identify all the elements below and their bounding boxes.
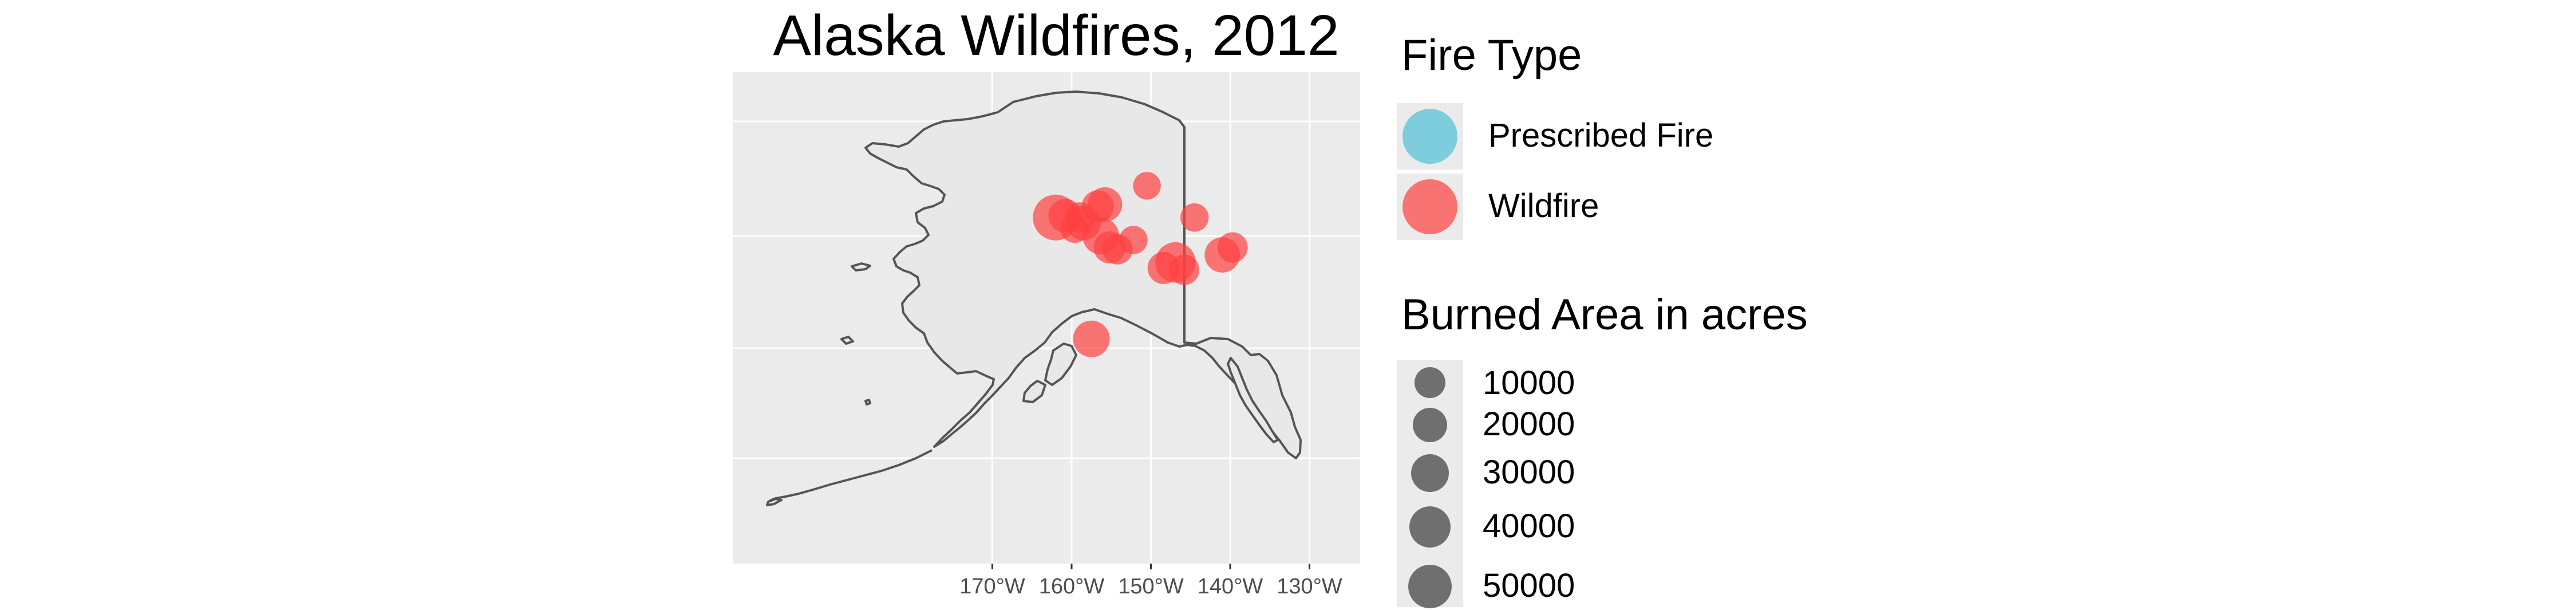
legend-label-wildfire: Wildfire <box>1488 187 1599 225</box>
x-axis: 170°W 160°W 150°W 140°W 130°W <box>959 564 1342 599</box>
fire-type-legend-title: Fire Type <box>1401 31 1582 80</box>
fire-point <box>1169 254 1200 285</box>
x-tick-label: 170°W <box>959 574 1025 599</box>
fire-point <box>1180 203 1209 232</box>
legend-label-area-20000: 20000 <box>1483 406 1575 443</box>
legend-label-area-10000: 10000 <box>1483 364 1575 402</box>
burned-area-legend-title: Burned Area in acres <box>1401 290 1808 339</box>
x-tick-label: 150°W <box>1118 574 1184 599</box>
aleutian-islands <box>769 449 933 502</box>
alaska-outline <box>766 90 1302 506</box>
alaska-mainland <box>864 90 1302 459</box>
kenai-peninsula <box>1044 343 1077 386</box>
legend-key-area <box>1411 454 1449 492</box>
legend-key-wildfire <box>1402 179 1457 234</box>
legend-label-area-40000: 40000 <box>1483 507 1575 545</box>
kodiak-island <box>1022 380 1046 403</box>
legend-label-area-30000: 30000 <box>1483 454 1575 491</box>
legend-key-prescribed-fire <box>1402 109 1457 164</box>
map-title: Alaska Wildfires, 2012 <box>773 3 1340 68</box>
nunivak-island <box>840 336 854 345</box>
legend-key-area <box>1408 565 1452 608</box>
panhandle-islands <box>1227 357 1279 443</box>
x-tick-label: 140°W <box>1198 574 1263 599</box>
burned-area-legend-keys <box>1397 360 1463 608</box>
legend-label-prescribed-fire: Prescribed Fire <box>1488 117 1714 154</box>
aleutian-islands-west <box>766 498 783 506</box>
st-lawrence-island <box>851 262 871 271</box>
fire-points <box>1033 172 1248 357</box>
legend-key-area <box>1413 408 1447 442</box>
fire-point <box>1073 320 1110 357</box>
fire-point <box>1088 187 1123 222</box>
x-tick-label: 160°W <box>1039 574 1105 599</box>
legend-label-area-50000: 50000 <box>1483 567 1575 604</box>
fire-point <box>1119 226 1148 254</box>
legend-key-area <box>1409 506 1451 548</box>
fire-type-legend-keys <box>1397 103 1463 240</box>
fire-point <box>1217 232 1248 263</box>
pribilof-islands <box>864 399 871 406</box>
x-tick-label: 130°W <box>1277 574 1342 599</box>
fire-point <box>1133 172 1161 200</box>
legend-key-area <box>1415 367 1445 398</box>
